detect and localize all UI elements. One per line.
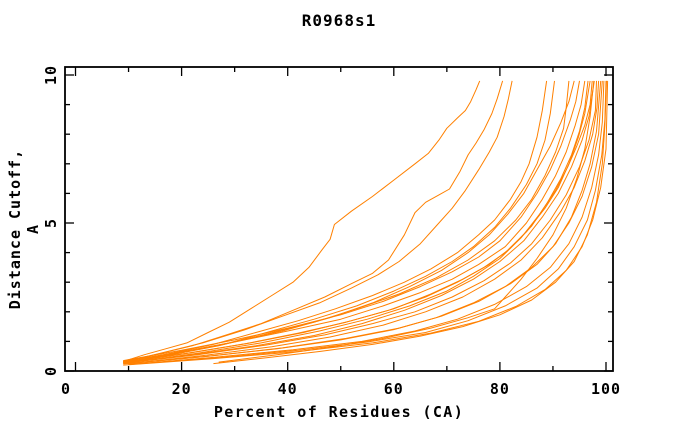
curve-line bbox=[123, 80, 591, 363]
curve-line bbox=[123, 80, 586, 362]
curve-line bbox=[128, 80, 589, 363]
x-tick-label: 100 bbox=[591, 380, 621, 398]
x-tick-label: 40 bbox=[278, 380, 298, 398]
curve-line bbox=[123, 80, 481, 362]
y-tick-label: 10 bbox=[42, 65, 60, 85]
chart-title: R0968s1 bbox=[301, 11, 377, 30]
y-tick-label: 0 bbox=[42, 366, 60, 376]
curve-line bbox=[123, 80, 513, 363]
data-curves bbox=[123, 80, 609, 366]
y-tick-labels: 0 5 10 bbox=[42, 65, 60, 376]
curve-line bbox=[123, 80, 603, 365]
plot-frame bbox=[64, 66, 614, 372]
curve-line bbox=[123, 80, 580, 362]
curve-line bbox=[128, 80, 555, 364]
curve-line bbox=[128, 80, 593, 364]
x-tick-label: 60 bbox=[384, 380, 404, 398]
curve-line bbox=[123, 80, 595, 364]
x-tick-label: 0 bbox=[61, 380, 71, 398]
x-axis-label: Percent of Residues (CA) bbox=[213, 403, 465, 421]
curve-line bbox=[218, 80, 595, 363]
curve-line bbox=[123, 80, 575, 363]
axis-ticks bbox=[65, 67, 613, 372]
curve-line bbox=[213, 80, 607, 365]
x-tick-labels: 0 20 40 60 80 100 bbox=[61, 380, 621, 398]
curve-line bbox=[128, 80, 605, 365]
curve-line bbox=[128, 80, 600, 365]
y-tick-label: 5 bbox=[42, 218, 60, 228]
curve-line bbox=[123, 80, 504, 363]
curve-line bbox=[128, 80, 607, 365]
x-tick-label: 80 bbox=[490, 380, 510, 398]
x-tick-label: 20 bbox=[172, 380, 192, 398]
curve-line bbox=[123, 80, 597, 364]
curve-line bbox=[128, 80, 602, 365]
curve-line bbox=[128, 80, 548, 363]
